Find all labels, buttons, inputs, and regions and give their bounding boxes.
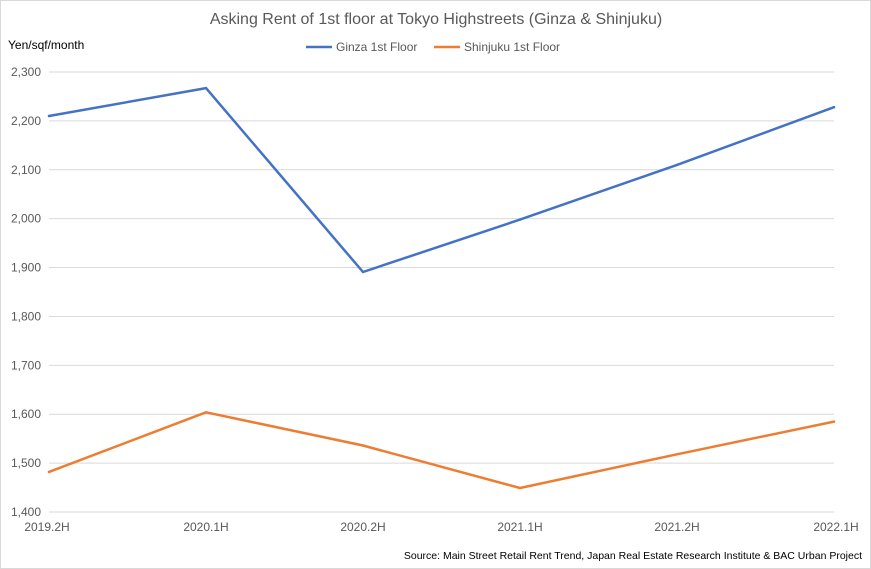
- data-point: [832, 420, 836, 423]
- data-point: [204, 411, 208, 414]
- y-tick-label: 2,300: [11, 65, 41, 79]
- y-axis-label: Yen/sqf/month: [8, 38, 84, 52]
- gridlines: [49, 71, 834, 513]
- series-line-ginza: [47, 86, 836, 274]
- y-tick-label: 1,400: [11, 505, 41, 519]
- data-point: [675, 453, 679, 456]
- data-point: [518, 218, 522, 221]
- legend-label-shinjuku: Shinjuku 1st Floor: [464, 40, 560, 54]
- data-point: [47, 114, 51, 118]
- x-tick-label: 2020.1H: [183, 520, 228, 534]
- data-point: [675, 163, 679, 167]
- legend: Ginza 1st Floor Shinjuku 1st Floor: [306, 40, 560, 54]
- source-note: Source: Main Street Retail Rent Trend, J…: [404, 550, 862, 562]
- y-tick-label: 1,500: [11, 456, 41, 470]
- legend-label-ginza: Ginza 1st Floor: [336, 40, 417, 54]
- y-tick-label: 1,700: [11, 358, 41, 372]
- data-point: [47, 470, 51, 474]
- chart-title: Asking Rent of 1st floor at Tokyo Highst…: [210, 11, 662, 28]
- y-tick-label: 2,200: [11, 114, 41, 128]
- series-lines: [47, 86, 836, 490]
- x-tick-label: 2022.1H: [813, 520, 858, 534]
- y-tick-label: 2,000: [11, 212, 41, 226]
- x-tick-label: 2020.2H: [340, 520, 385, 534]
- y-tick-label: 2,100: [11, 163, 41, 177]
- series-line-shinjuku: [47, 411, 836, 490]
- data-point: [518, 486, 522, 490]
- data-point: [361, 444, 365, 447]
- y-tick-label: 1,800: [11, 309, 41, 323]
- x-axis-ticks: 2019.2H 2020.1H 2020.2H 2021.1H 2021.2H 2022.…: [24, 520, 858, 534]
- y-tick-label: 1,600: [11, 407, 41, 421]
- data-point: [204, 86, 208, 90]
- data-point: [832, 106, 836, 109]
- x-tick-label: 2021.1H: [497, 520, 542, 534]
- data-point: [361, 270, 365, 274]
- x-tick-label: 2021.2H: [654, 520, 699, 534]
- x-tick-label: 2019.2H: [24, 520, 69, 534]
- y-tick-label: 1,900: [11, 261, 41, 275]
- y-axis-ticks: 1,400 1,500 1,600 1,700 1,800 1,900 2,000 2,100…: [11, 65, 41, 519]
